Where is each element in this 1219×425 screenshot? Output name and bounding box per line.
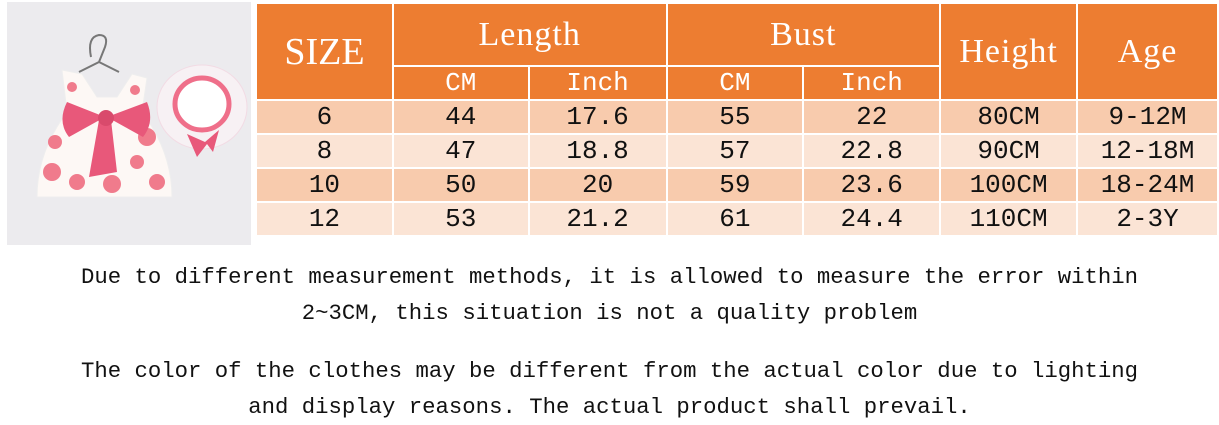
cell-height: 100CM [939, 167, 1079, 203]
cell-bust-cm: 57 [665, 133, 805, 169]
cell-length-inch: 20 [527, 167, 668, 203]
measurement-note: Due to different measurement methods, it… [0, 259, 1219, 331]
cell-bust-cm: 61 [665, 201, 805, 237]
header-length: Length [391, 2, 668, 67]
cell-bust-inch: 23.6 [802, 167, 942, 203]
cell-bust-cm: 59 [665, 167, 805, 203]
cell-length-cm: 53 [391, 201, 530, 237]
header-bust-cm: CM [665, 65, 805, 101]
header-bust: Bust [665, 2, 942, 67]
header-length-cm: CM [391, 65, 530, 101]
cell-age: 2-3Y [1076, 201, 1219, 237]
table-row: 6 44 17.6 55 22 80CM 9-12M [255, 99, 1219, 135]
cell-length-inch: 17.6 [527, 99, 668, 135]
cell-age: 9-12M [1076, 99, 1219, 135]
cell-length-cm: 50 [391, 167, 530, 203]
note-line: The color of the clothes may be differen… [80, 358, 1139, 384]
cell-bust-inch: 22 [802, 99, 942, 135]
header-length-inch: Inch [527, 65, 668, 101]
size-chart-table: SIZE Length Bust Height Age CM Inch CM I… [255, 2, 1219, 237]
cell-size: 10 [255, 167, 394, 203]
cell-size: 8 [255, 133, 394, 169]
cell-age: 12-18M [1076, 133, 1219, 169]
cell-age: 18-24M [1076, 167, 1219, 203]
color-note: The color of the clothes may be differen… [0, 353, 1219, 425]
table-row: 8 47 18.8 57 22.8 90CM 12-18M [255, 133, 1219, 169]
note-line: Due to different measurement methods, it… [80, 264, 1139, 290]
note-line: and display reasons. The actual product … [248, 394, 971, 420]
note-line: 2~3CM, this situation is not a quality p… [301, 300, 918, 326]
header-bust-inch: Inch [802, 65, 942, 101]
cell-length-inch: 18.8 [527, 133, 668, 169]
product-photo [7, 2, 251, 245]
header-age: Age [1076, 2, 1219, 101]
cell-size: 12 [255, 201, 394, 237]
cell-length-cm: 44 [391, 99, 530, 135]
table-row: 10 50 20 59 23.6 100CM 18-24M [255, 167, 1219, 203]
cell-bust-cm: 55 [665, 99, 805, 135]
header-height: Height [939, 2, 1079, 101]
cell-size: 6 [255, 99, 394, 135]
cell-height: 110CM [939, 201, 1079, 237]
cell-length-inch: 21.2 [527, 201, 668, 237]
table-row: 12 53 21.2 61 24.4 110CM 2-3Y [255, 201, 1219, 237]
bow [62, 102, 151, 177]
cell-bust-inch: 22.8 [802, 133, 942, 169]
cell-bust-inch: 24.4 [802, 201, 942, 237]
cell-height: 90CM [939, 133, 1079, 169]
cell-length-cm: 47 [391, 133, 530, 169]
cell-height: 80CM [939, 99, 1079, 135]
hanger-icon [78, 33, 120, 73]
header-size: SIZE [255, 2, 394, 101]
